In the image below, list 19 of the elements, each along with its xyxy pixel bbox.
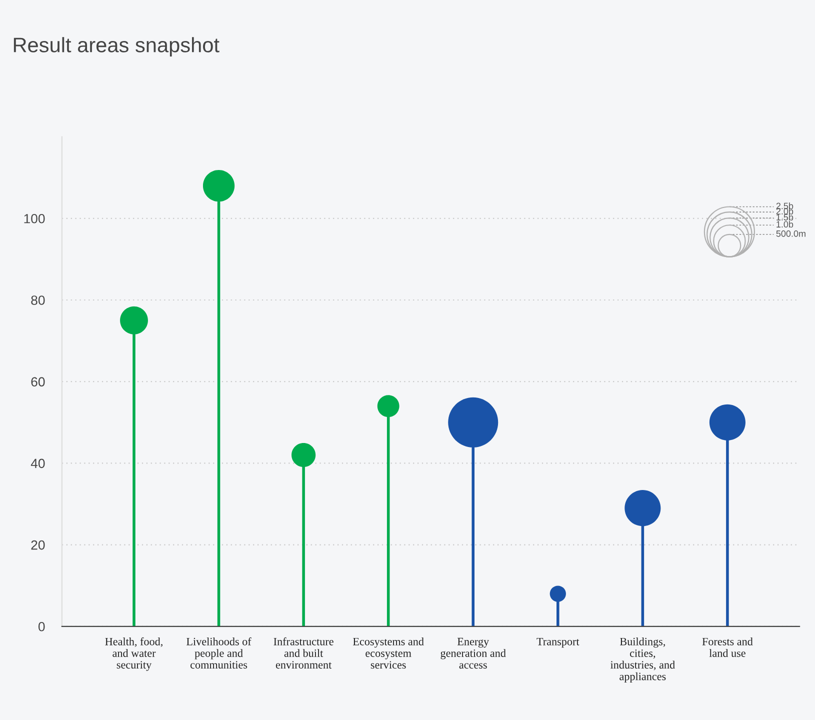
x-tick-label: Health, food, and water security: [105, 637, 162, 671]
y-tick-label: 100: [24, 214, 45, 224]
x-tick-label: Buildings, cities, industries, and appliances: [610, 638, 675, 682]
chart-title: Result areas snapshot: [14, 37, 220, 57]
y-tick-label: 20: [31, 540, 45, 550]
x-tick-label: Forests and land use: [702, 638, 753, 657]
legend-label: 500.0m: [776, 230, 806, 237]
x-tick-label: Livelihoods of people and communities: [186, 637, 252, 669]
x-tick-label: Energy generation and access: [440, 638, 506, 669]
y-tick-label: 0: [38, 622, 45, 632]
legend-label: 2.5b: [776, 202, 794, 210]
x-tick-label: Ecosystems and ecosystem services: [353, 638, 424, 669]
legend-label: 1.5b: [776, 214, 794, 220]
x-tick-label: Infrastructure and built environment: [274, 637, 334, 669]
legend-label: 1.0b: [776, 220, 794, 228]
y-tick-label: 40: [30, 458, 45, 468]
x-tick-label: Transport: [536, 638, 580, 648]
y-tick-label: 60: [31, 377, 45, 387]
y-tick-label: 80: [31, 296, 45, 305]
